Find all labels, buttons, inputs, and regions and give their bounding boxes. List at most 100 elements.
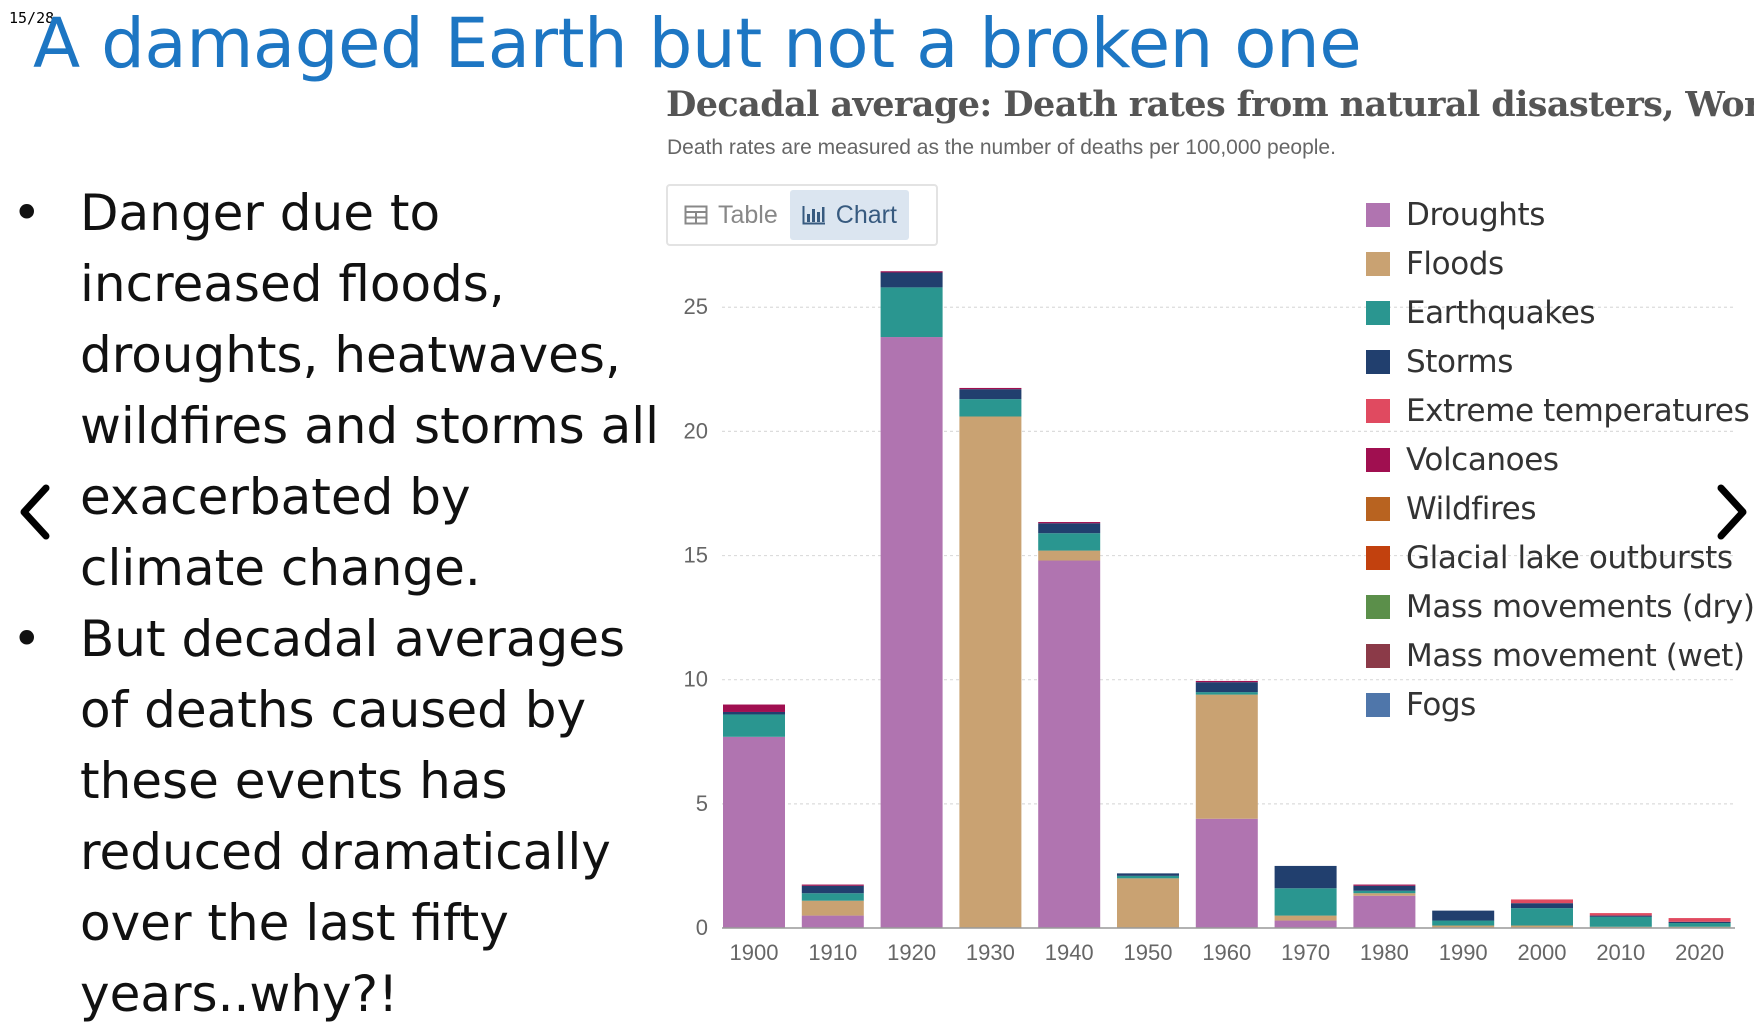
bar-segment[interactable] bbox=[1274, 888, 1337, 916]
bullet-symbol: • bbox=[12, 184, 42, 242]
bar-segment[interactable] bbox=[880, 272, 943, 288]
bar-segment[interactable] bbox=[1195, 680, 1258, 683]
bar-segment[interactable] bbox=[1038, 560, 1101, 928]
bar-segment[interactable] bbox=[801, 893, 864, 901]
y-tick-label: 0 bbox=[696, 915, 708, 940]
chevron-left-icon bbox=[20, 484, 50, 540]
y-tick-label: 25 bbox=[684, 294, 708, 319]
bar-segment[interactable] bbox=[723, 704, 785, 712]
chart-tab[interactable]: Chart bbox=[789, 190, 909, 240]
bar-segment[interactable] bbox=[723, 714, 785, 737]
y-axis: 0 5 10 15 20 25 bbox=[684, 294, 708, 940]
bar-segment[interactable] bbox=[1432, 925, 1495, 928]
legend-swatch bbox=[1366, 251, 1390, 276]
legend-label: Earthquakes bbox=[1406, 294, 1596, 331]
bar-segment[interactable] bbox=[1117, 875, 1179, 879]
legend-item[interactable]: Wildfires bbox=[1366, 484, 1754, 533]
bar-segment[interactable] bbox=[723, 736, 785, 928]
bar-segment[interactable] bbox=[880, 287, 943, 338]
bar-segment[interactable] bbox=[1038, 533, 1101, 551]
legend-label: Floods bbox=[1406, 245, 1504, 282]
x-tick-label: 1930 bbox=[966, 940, 1015, 965]
bar-segment[interactable] bbox=[1038, 523, 1101, 534]
legend-label: Droughts bbox=[1406, 196, 1545, 233]
bar-segment[interactable] bbox=[1353, 885, 1416, 891]
bullet-text: Danger due to increased floods, droughts… bbox=[80, 184, 660, 597]
legend-item[interactable]: Droughts bbox=[1366, 190, 1754, 239]
bar-segment[interactable] bbox=[1432, 920, 1495, 926]
bar-segment[interactable] bbox=[1668, 921, 1731, 924]
bar-segment[interactable] bbox=[1511, 899, 1573, 904]
legend-item[interactable]: Extreme temperatures bbox=[1366, 386, 1754, 435]
bar-segment[interactable] bbox=[723, 711, 785, 715]
bar-segment[interactable] bbox=[1274, 915, 1337, 921]
legend-swatch bbox=[1366, 202, 1390, 227]
bar-segment[interactable] bbox=[1511, 903, 1573, 909]
bar-segment[interactable] bbox=[1589, 916, 1652, 927]
bar-segment[interactable] bbox=[880, 271, 943, 273]
legend-item[interactable]: Earthquakes bbox=[1366, 288, 1754, 337]
bar-segment[interactable] bbox=[1353, 890, 1416, 894]
legend-item[interactable]: Mass movement (wet) bbox=[1366, 631, 1754, 680]
legend-label: Glacial lake outbursts bbox=[1406, 539, 1733, 576]
bar-segment[interactable] bbox=[1117, 878, 1179, 928]
x-tick-label: 1920 bbox=[887, 940, 936, 965]
table-tab-label: Table bbox=[718, 200, 778, 229]
x-tick-label: 1940 bbox=[1045, 940, 1094, 965]
x-tick-label: 1980 bbox=[1360, 940, 1409, 965]
bar-chart-icon bbox=[802, 206, 825, 225]
legend-item[interactable]: Fogs bbox=[1366, 680, 1754, 729]
legend-label: Volcanoes bbox=[1406, 441, 1559, 478]
legend-label: Storms bbox=[1406, 343, 1513, 380]
bar-segment[interactable] bbox=[801, 900, 864, 916]
bar-segment[interactable] bbox=[1589, 915, 1652, 917]
bar-segment[interactable] bbox=[1353, 895, 1416, 928]
x-tick-label: 1990 bbox=[1439, 940, 1488, 965]
bar-segment[interactable] bbox=[1117, 873, 1179, 876]
bar-segment[interactable] bbox=[801, 915, 864, 928]
legend-item[interactable]: Floods bbox=[1366, 239, 1754, 288]
bar-segment[interactable] bbox=[959, 389, 1022, 400]
legend-item[interactable]: Storms bbox=[1366, 337, 1754, 386]
next-slide-button[interactable] bbox=[1707, 478, 1754, 546]
bar-segment[interactable] bbox=[880, 337, 943, 928]
chevron-right-icon bbox=[1717, 484, 1747, 540]
slide-counter: 15/28 bbox=[9, 9, 55, 27]
bar-segment[interactable] bbox=[959, 399, 1022, 417]
bar-segment[interactable] bbox=[959, 416, 1022, 928]
bullet-list: • Danger due to increased floods, drought… bbox=[12, 178, 662, 1030]
bar-segment[interactable] bbox=[1195, 682, 1258, 693]
legend-label: Mass movements (dry) bbox=[1406, 588, 1754, 625]
legend-item[interactable]: Volcanoes bbox=[1366, 435, 1754, 484]
bar-segment[interactable] bbox=[1195, 694, 1258, 819]
bar-segment[interactable] bbox=[1038, 522, 1101, 524]
legend-item[interactable]: Mass movements (dry) bbox=[1366, 582, 1754, 631]
chart-subtitle: Death rates are measured as the number o… bbox=[667, 136, 1336, 159]
bar-segment[interactable] bbox=[1274, 865, 1337, 889]
previous-slide-button[interactable] bbox=[12, 478, 60, 546]
bar-segment[interactable] bbox=[1274, 920, 1337, 928]
bar-segment[interactable] bbox=[1511, 925, 1573, 928]
bar-segment[interactable] bbox=[1589, 913, 1652, 916]
legend-swatch bbox=[1366, 496, 1390, 521]
bar-segment[interactable] bbox=[1195, 692, 1258, 695]
chart-legend: Droughts Floods Earthquakes Storms Extreme t… bbox=[1366, 190, 1754, 729]
bullet-item: • Danger due to increased floods, drought… bbox=[12, 178, 662, 604]
bar-segment[interactable] bbox=[801, 884, 864, 886]
bar-segment[interactable] bbox=[1038, 550, 1101, 561]
bar-segment[interactable] bbox=[1195, 818, 1258, 928]
bar-segment[interactable] bbox=[1353, 893, 1416, 896]
bar-segment[interactable] bbox=[1353, 884, 1416, 886]
table-tab[interactable]: Table bbox=[672, 190, 790, 240]
bullet-symbol: • bbox=[12, 610, 42, 668]
bar-segment[interactable] bbox=[1511, 908, 1573, 926]
bar-segment[interactable] bbox=[959, 387, 1022, 390]
bar-segment[interactable] bbox=[801, 885, 864, 894]
bar-segment[interactable] bbox=[1668, 923, 1731, 927]
bar-segment[interactable] bbox=[1668, 918, 1731, 922]
x-tick-label: 1910 bbox=[808, 940, 857, 965]
legend-item[interactable]: Glacial lake outbursts bbox=[1366, 533, 1754, 582]
bar-segment[interactable] bbox=[1432, 910, 1495, 921]
legend-swatch bbox=[1366, 300, 1390, 325]
